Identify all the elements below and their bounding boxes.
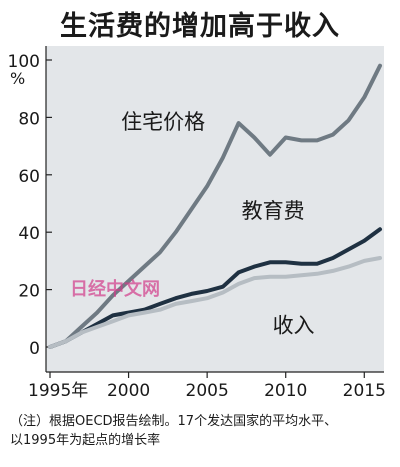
- y-tick-label: 20: [18, 282, 40, 302]
- x-tick-label: 2005: [186, 381, 229, 401]
- y-tick-label: 40: [18, 224, 40, 244]
- x-tick-label: 2000: [107, 381, 150, 401]
- series-line-income: [48, 256, 382, 349]
- series-label: 教育费: [242, 199, 305, 223]
- footnote-line-1: （注）根据OECD报告绘制。17个发达国家的平均水平、: [10, 414, 338, 429]
- series-label: 收入: [273, 314, 315, 338]
- x-tick-label: 2015: [343, 381, 386, 401]
- y-tick-label: 0: [29, 339, 40, 359]
- watermark-logo: 日经中文网: [70, 279, 160, 300]
- y-tick-label: 100: [8, 52, 40, 72]
- plot-area-background: [46, 46, 384, 372]
- x-tick-label: 2010: [264, 381, 307, 401]
- y-tick-label: 80: [18, 109, 40, 129]
- y-tick-label: 60: [18, 167, 40, 187]
- footnote-line-2: 以1995年为起点的增长率: [10, 433, 161, 448]
- series-label: 住宅价格: [121, 110, 205, 134]
- x-tick-label: 1995年: [28, 381, 88, 401]
- axes: 0 20 40 60 80 100% 1995年 2000 2005 2010 2015: [8, 46, 386, 401]
- chart-title: 生活费的增加高于收入: [60, 11, 340, 42]
- series-line-education: [48, 227, 382, 349]
- series-line-housing: [48, 63, 382, 349]
- footnote: （注）根据OECD报告绘制。17个发达国家的平均水平、 以1995年为起点的增长…: [10, 412, 395, 450]
- y-unit-label: %: [10, 69, 25, 88]
- series-lines: [48, 63, 382, 349]
